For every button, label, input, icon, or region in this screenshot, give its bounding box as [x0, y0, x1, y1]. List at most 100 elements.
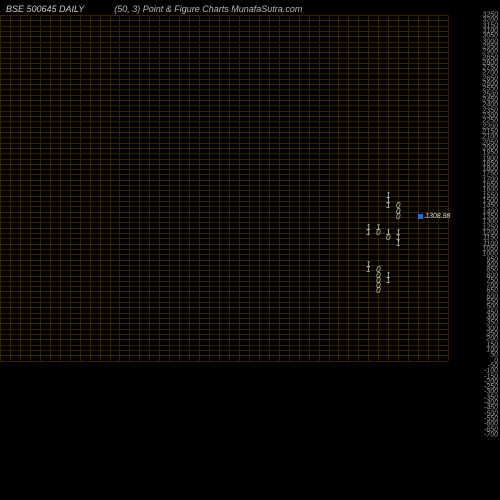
grid-line-v [279, 15, 280, 361]
grid-line-h [0, 228, 448, 229]
pf-o-mark: 0 [386, 234, 390, 242]
pf-x-mark: 1 [396, 240, 400, 248]
grid-line-v [159, 15, 160, 361]
grid-line-h [0, 148, 448, 149]
grid-line-h [0, 323, 448, 324]
price-dot-icon [418, 214, 423, 219]
grid-line-h [0, 36, 448, 37]
pf-x-mark: 1 [386, 202, 390, 210]
grid-line-v [249, 15, 250, 361]
grid-line-h [0, 339, 448, 340]
grid-line-h [0, 244, 448, 245]
grid-line-h [0, 265, 448, 266]
grid-line-h [0, 111, 448, 112]
grid-line-h [0, 132, 448, 133]
grid-line-h [0, 159, 448, 160]
grid-line-v [418, 15, 419, 361]
grid-line-v [348, 15, 349, 361]
grid-line-h [0, 233, 448, 234]
grid-line-v [368, 15, 369, 361]
grid-line-v [219, 15, 220, 361]
grid-line-h [0, 95, 448, 96]
grid-line-h [0, 318, 448, 319]
grid-line-v [378, 15, 379, 361]
grid-line-v [388, 15, 389, 361]
grid-line-h [0, 180, 448, 181]
grid-line-h [0, 297, 448, 298]
grid-line-h [0, 361, 448, 362]
grid-line-h [0, 286, 448, 287]
grid-line-h [0, 31, 448, 32]
grid-line-v [0, 15, 1, 361]
grid-line-v [438, 15, 439, 361]
grid-line-v [169, 15, 170, 361]
grid-line-h [0, 58, 448, 59]
y-axis-label: -700 [484, 432, 498, 439]
grid-line-h [0, 249, 448, 250]
grid-line-h [0, 260, 448, 261]
pf-x-mark: 1 [386, 277, 390, 285]
grid-line-v [398, 15, 399, 361]
grid-line-v [329, 15, 330, 361]
grid-line-v [319, 15, 320, 361]
grid-line-h [0, 68, 448, 69]
grid-line-h [0, 281, 448, 282]
grid-line-h [0, 89, 448, 90]
grid-line-h [0, 164, 448, 165]
grid-line-v [209, 15, 210, 361]
grid-line-v [40, 15, 41, 361]
grid-line-h [0, 276, 448, 277]
grid-line-h [0, 153, 448, 154]
grid-line-h [0, 73, 448, 74]
grid-line-h [0, 222, 448, 223]
grid-line-v [110, 15, 111, 361]
grid-line-v [269, 15, 270, 361]
grid-line-v [90, 15, 91, 361]
price-value: 1308.98 [425, 213, 450, 220]
grid-line-v [179, 15, 180, 361]
grid-line-h [0, 84, 448, 85]
pf-o-mark: 0 [376, 229, 380, 237]
chart-grid: 1110001101101111100000111308.98 [0, 15, 448, 435]
grid-line-v [189, 15, 190, 361]
grid-line-h [0, 169, 448, 170]
grid-line-v [239, 15, 240, 361]
grid-line-h [0, 212, 448, 213]
grid-line-v [358, 15, 359, 361]
grid-line-v [289, 15, 290, 361]
grid-line-h [0, 206, 448, 207]
grid-line-h [0, 20, 448, 21]
grid-line-h [0, 185, 448, 186]
grid-line-v [100, 15, 101, 361]
grid-line-h [0, 143, 448, 144]
grid-line-h [0, 307, 448, 308]
grid-line-v [309, 15, 310, 361]
grid-line-h [0, 121, 448, 122]
grid-line-h [0, 196, 448, 197]
grid-line-h [0, 334, 448, 335]
grid-line-h [0, 116, 448, 117]
pf-o-mark: 0 [376, 287, 380, 295]
grid-line-v [229, 15, 230, 361]
grid-line-v [259, 15, 260, 361]
grid-line-h [0, 355, 448, 356]
grid-line-v [50, 15, 51, 361]
grid-line-h [0, 350, 448, 351]
current-price-marker: 1308.98 [418, 213, 450, 220]
pf-o-mark: 0 [396, 213, 400, 221]
grid-line-h [0, 302, 448, 303]
grid-line-h [0, 201, 448, 202]
grid-line-v [338, 15, 339, 361]
grid-line-h [0, 42, 448, 43]
grid-line-h [0, 79, 448, 80]
grid-line-h [0, 329, 448, 330]
grid-line-h [0, 217, 448, 218]
grid-line-h [0, 313, 448, 314]
grid-line-v [139, 15, 140, 361]
grid-line-h [0, 345, 448, 346]
grid-line-v [70, 15, 71, 361]
grid-line-v [129, 15, 130, 361]
grid-line-h [0, 137, 448, 138]
grid-line-h [0, 127, 448, 128]
grid-line-h [0, 270, 448, 271]
